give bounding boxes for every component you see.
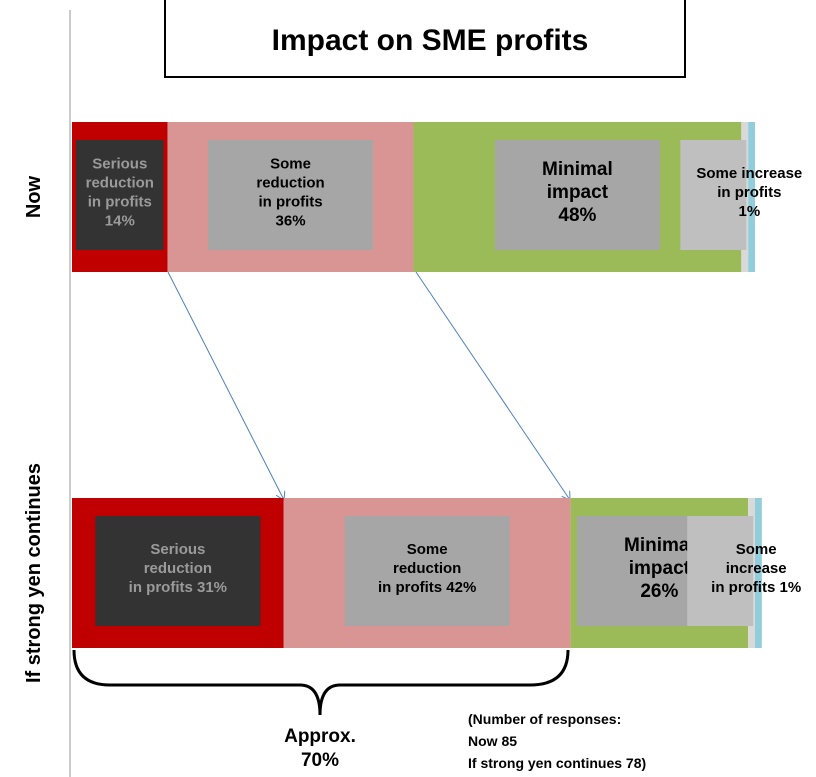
label-box <box>76 140 164 250</box>
value-label: Minimal impact 26% <box>624 535 695 602</box>
value-label: Some increase in profits 1% <box>711 541 801 596</box>
value-label: Some reduction in profits 42% <box>378 541 476 596</box>
label-box <box>344 516 510 626</box>
value-label: Serious reduction in profits 31% <box>129 541 227 596</box>
value-label: Serious reduction in profits 14% <box>86 155 154 229</box>
label-box <box>494 140 660 250</box>
brace <box>72 649 570 716</box>
note: (Number of responses: Now 85 If strong yen… <box>468 711 646 771</box>
arrow <box>415 271 570 500</box>
chart-title: Impact on SME profits <box>272 24 589 57</box>
value-label: Minimal impact 48% <box>542 159 613 226</box>
arrow <box>167 271 284 500</box>
category-label: Now <box>23 175 45 218</box>
brace-label: Approx. 70% <box>284 726 356 771</box>
bar-segment <box>755 498 762 648</box>
bar-segment <box>748 122 755 272</box>
label-box <box>95 516 261 626</box>
value-label: Some increase in profits 1% <box>696 165 802 220</box>
label-box <box>680 140 747 250</box>
category-label: If strong yen continues <box>23 463 45 683</box>
label-box <box>687 516 754 626</box>
value-label: Some reduction in profits 36% <box>256 155 324 229</box>
title-box <box>164 0 686 78</box>
label-box <box>208 140 374 250</box>
